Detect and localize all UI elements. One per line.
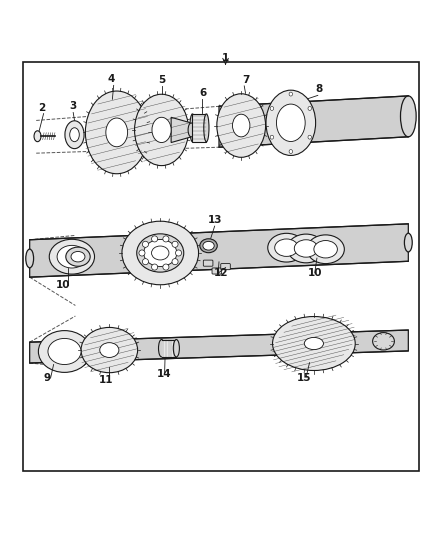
Ellipse shape xyxy=(203,241,214,250)
Ellipse shape xyxy=(275,239,298,256)
Circle shape xyxy=(152,236,158,242)
Text: 9: 9 xyxy=(43,373,51,383)
Polygon shape xyxy=(219,96,408,147)
Ellipse shape xyxy=(144,239,177,266)
Text: 15: 15 xyxy=(297,373,311,383)
Ellipse shape xyxy=(276,104,305,142)
Ellipse shape xyxy=(266,90,316,156)
Circle shape xyxy=(172,241,178,247)
Ellipse shape xyxy=(289,92,293,96)
Ellipse shape xyxy=(270,107,274,110)
Text: 7: 7 xyxy=(242,75,250,85)
Ellipse shape xyxy=(137,234,184,272)
Ellipse shape xyxy=(106,118,127,147)
Ellipse shape xyxy=(287,234,325,263)
Ellipse shape xyxy=(85,91,148,174)
Polygon shape xyxy=(30,330,408,363)
Ellipse shape xyxy=(304,337,323,350)
Ellipse shape xyxy=(39,330,91,373)
Text: 6: 6 xyxy=(199,88,207,98)
Ellipse shape xyxy=(294,240,318,257)
Text: 11: 11 xyxy=(99,375,113,385)
Ellipse shape xyxy=(233,114,250,137)
Text: 10: 10 xyxy=(56,280,71,290)
Polygon shape xyxy=(171,117,191,142)
Circle shape xyxy=(139,250,145,256)
Bar xyxy=(162,340,177,357)
Text: 12: 12 xyxy=(214,268,229,278)
Ellipse shape xyxy=(66,247,90,266)
Ellipse shape xyxy=(268,233,305,262)
Text: 14: 14 xyxy=(157,368,172,378)
Ellipse shape xyxy=(217,94,265,157)
Ellipse shape xyxy=(152,246,169,260)
FancyBboxPatch shape xyxy=(221,264,230,270)
Circle shape xyxy=(176,250,182,256)
Text: 4: 4 xyxy=(108,74,115,84)
Ellipse shape xyxy=(70,128,79,142)
Text: 2: 2 xyxy=(38,103,46,114)
Ellipse shape xyxy=(200,239,217,253)
Circle shape xyxy=(163,264,169,270)
Circle shape xyxy=(152,264,158,270)
Ellipse shape xyxy=(81,327,138,373)
Circle shape xyxy=(142,241,148,247)
Ellipse shape xyxy=(307,235,344,264)
Ellipse shape xyxy=(57,245,87,268)
Ellipse shape xyxy=(100,343,119,358)
Text: 1: 1 xyxy=(222,53,229,63)
FancyBboxPatch shape xyxy=(203,260,213,266)
Ellipse shape xyxy=(404,233,412,252)
Text: 5: 5 xyxy=(158,75,165,85)
Ellipse shape xyxy=(26,249,34,268)
Ellipse shape xyxy=(159,340,165,357)
Polygon shape xyxy=(30,224,408,277)
Ellipse shape xyxy=(71,252,85,262)
Ellipse shape xyxy=(152,117,171,142)
Ellipse shape xyxy=(272,317,355,370)
Text: 8: 8 xyxy=(315,84,323,94)
Ellipse shape xyxy=(134,94,188,166)
Text: 13: 13 xyxy=(208,215,222,225)
Ellipse shape xyxy=(314,240,337,258)
Text: 10: 10 xyxy=(307,268,322,278)
Ellipse shape xyxy=(308,135,311,139)
Circle shape xyxy=(172,259,178,265)
Ellipse shape xyxy=(34,131,41,142)
Circle shape xyxy=(163,236,169,242)
Ellipse shape xyxy=(188,123,194,137)
Ellipse shape xyxy=(122,221,198,285)
Ellipse shape xyxy=(173,340,180,357)
Ellipse shape xyxy=(65,121,84,149)
Text: 3: 3 xyxy=(70,101,77,111)
Ellipse shape xyxy=(190,114,195,142)
Ellipse shape xyxy=(289,150,293,154)
Ellipse shape xyxy=(400,96,416,137)
Ellipse shape xyxy=(204,114,209,142)
Ellipse shape xyxy=(373,333,394,350)
Bar xyxy=(192,114,206,142)
Ellipse shape xyxy=(308,107,311,110)
Ellipse shape xyxy=(49,239,95,274)
Ellipse shape xyxy=(48,338,81,365)
Circle shape xyxy=(142,259,148,265)
Ellipse shape xyxy=(270,135,274,139)
FancyBboxPatch shape xyxy=(212,268,222,274)
